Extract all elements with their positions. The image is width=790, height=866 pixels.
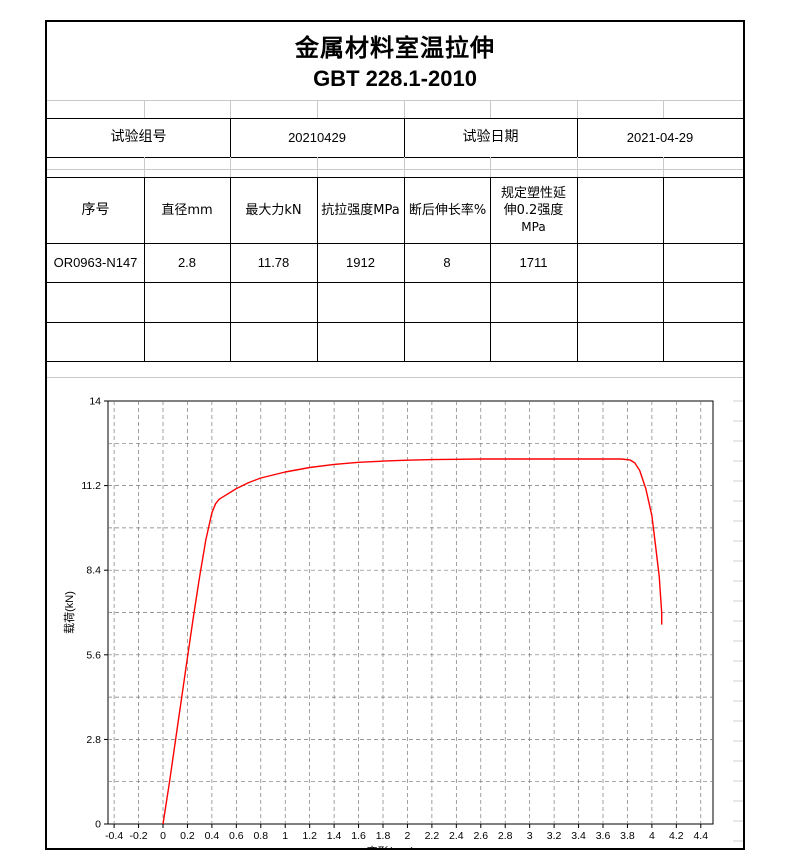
row-serial-no: OR0963-N147 — [53, 255, 138, 270]
x-tick-label: 2.2 — [425, 830, 440, 842]
table-border — [404, 118, 405, 157]
table-border — [663, 177, 664, 361]
grid-rule — [47, 377, 743, 378]
x-tick-label: 0.8 — [253, 830, 268, 842]
table-border — [47, 361, 743, 362]
grid-rule — [47, 100, 743, 101]
x-axis-label: 变形(mm) — [367, 844, 415, 848]
y-tick-label: 8.4 — [86, 565, 101, 577]
header-proof-strength: 规定塑性延 伸0.2强度 MPa — [490, 177, 577, 243]
y-tick-label: 11.2 — [81, 480, 101, 492]
grid-rule — [317, 157, 318, 177]
table-border — [47, 118, 743, 119]
test-group-value: 20210429 — [288, 130, 346, 145]
header-serial-no: 序号 — [81, 201, 110, 218]
row-elongation: 8 — [443, 255, 451, 270]
grid-rule — [404, 157, 405, 177]
table-border — [144, 177, 145, 361]
x-tick-label: 4.2 — [669, 830, 684, 842]
x-tick-label: 1 — [282, 830, 288, 842]
y-axis-label: 载荷(kN) — [63, 591, 76, 634]
x-tick-label: 0.4 — [205, 830, 220, 842]
table-border — [47, 243, 743, 244]
table-border — [47, 157, 743, 158]
grid-rule — [230, 100, 231, 118]
row-tensile-strength: 1912 — [346, 255, 375, 270]
grid-rule — [577, 157, 578, 177]
grid-rule — [490, 157, 491, 177]
header-proof-strength-line: 伸0.2强度 — [503, 202, 564, 218]
header-proof-strength-line: 规定塑性延 — [500, 185, 566, 201]
table-border — [317, 177, 318, 361]
grid-rule — [144, 157, 145, 177]
report-standard: GBT 228.1-2010 — [313, 66, 477, 91]
x-tick-label: -0.2 — [130, 830, 148, 842]
x-tick-label: 4.4 — [693, 830, 708, 842]
x-tick-label: 1.6 — [351, 830, 366, 842]
x-tick-label: 2.4 — [449, 830, 464, 842]
grid-rule — [144, 100, 145, 118]
row-proof-strength: 1711 — [519, 255, 548, 270]
x-tick-label: 2.6 — [473, 830, 488, 842]
table-border — [230, 177, 231, 361]
grid-rule — [47, 169, 743, 170]
x-tick-label: -0.4 — [105, 830, 123, 842]
table-border — [230, 118, 231, 157]
grid-rule — [317, 100, 318, 118]
header-diameter: 直径mm — [161, 202, 213, 218]
x-tick-label: 3.8 — [620, 830, 635, 842]
y-tick-label: 5.6 — [86, 649, 101, 661]
y-tick-label: 14 — [89, 396, 101, 408]
test-report-sheet: 金属材料室温拉伸 GBT 228.1-2010 试验组号 20210429 试验… — [45, 20, 745, 850]
report-title: 金属材料室温拉伸 — [295, 34, 495, 62]
table-border — [47, 322, 743, 323]
load-displacement-chart: -0.4 -0.2 0 0.2 0.4 0.6 0.8 1 1.2 1.4 1.6 1.8 2 2.2 2.… — [63, 396, 743, 848]
grid-rule — [490, 100, 491, 118]
x-tick-label: 0.2 — [180, 830, 195, 842]
table-border — [404, 177, 405, 361]
x-tick-label: 4 — [649, 830, 655, 842]
test-group-label: 试验组号 — [110, 129, 167, 145]
table-border — [47, 177, 743, 178]
table-border — [577, 177, 578, 361]
header-tensile-strength: 抗拉强度MPa — [321, 202, 400, 218]
grid-rule — [663, 100, 664, 118]
x-tick-label: 1.8 — [376, 830, 391, 842]
test-date-label: 试验日期 — [462, 129, 519, 145]
row-diameter: 2.8 — [177, 255, 197, 270]
test-date-value: 2021-04-29 — [626, 130, 694, 145]
grid-rule — [404, 100, 405, 118]
grid-rule — [230, 157, 231, 177]
grid-rule — [663, 157, 664, 177]
y-tick-label: 2.8 — [86, 734, 101, 746]
x-tick-label: 3.4 — [571, 830, 586, 842]
table-border — [47, 282, 743, 283]
load-curve — [162, 458, 663, 825]
x-tick-label: 3.2 — [547, 830, 562, 842]
x-tick-label: 2 — [405, 830, 411, 842]
row-max-force: 11.78 — [257, 255, 290, 270]
y-tick-label: 0 — [95, 819, 101, 831]
header-proof-strength-line: MPa — [521, 219, 546, 234]
x-tick-label: 3 — [527, 830, 533, 842]
x-tick-label: 2.8 — [498, 830, 513, 842]
x-tick-label: 1.2 — [302, 830, 317, 842]
table-border — [577, 118, 578, 157]
header-elongation: 断后伸长率% — [408, 202, 487, 218]
x-tick-label: 1.4 — [327, 830, 342, 842]
x-tick-label: 3.6 — [596, 830, 611, 842]
x-tick-label: 0 — [160, 830, 166, 842]
x-tick-label: 0.6 — [229, 830, 244, 842]
grid-rule — [577, 100, 578, 118]
table-border — [490, 177, 491, 361]
header-max-force: 最大力kN — [245, 202, 302, 218]
